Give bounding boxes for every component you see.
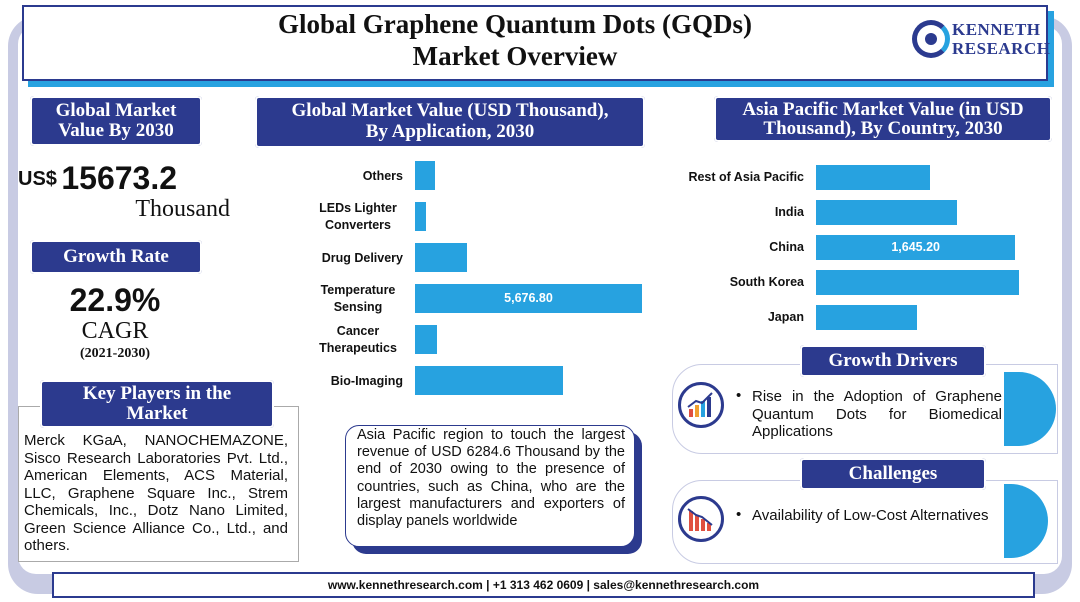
- market-value-heading-2: Value By 2030: [58, 120, 174, 141]
- growth-chart-icon: [678, 382, 724, 428]
- bar: [415, 366, 563, 395]
- logo-line-2: RESEARCH: [952, 39, 1051, 58]
- challenges-card: [672, 480, 1058, 564]
- category-label: Temperature Sensing: [320, 282, 396, 314]
- category-label: Japan: [767, 309, 804, 324]
- bar: [415, 161, 435, 190]
- kenneth-logo-icon: [912, 20, 950, 58]
- bar: [415, 243, 468, 272]
- country-chart-heading-2: Thousand), By Country, 2030: [763, 118, 1003, 139]
- bar: [816, 235, 1016, 260]
- bar: [415, 202, 427, 231]
- currency-label: US$: [18, 168, 57, 190]
- bar-data-label: 1,645.20: [891, 239, 941, 254]
- category-label: Drug Delivery: [321, 250, 403, 265]
- key-players-banner: Key Players in the Market: [40, 380, 274, 428]
- application-chart-banner: Global Market Value (USD Thousand), By A…: [255, 96, 645, 148]
- category-label: India: [774, 204, 804, 219]
- bar: [415, 325, 437, 354]
- category-label: China: [769, 239, 804, 254]
- title-line-2: Market Overview: [412, 41, 618, 71]
- key-players-card: [18, 406, 299, 562]
- key-players-text: Merck KGaA, NANOCHEMAZONE, Sisco Researc…: [24, 432, 288, 554]
- bar: [816, 165, 930, 190]
- key-players-heading-1: Key Players in the: [82, 383, 232, 404]
- growth-drivers-banner: Growth Drivers: [800, 345, 986, 377]
- category-label: Cancer Therapeutics: [319, 323, 397, 355]
- market-value-heading-1: Global Market: [55, 100, 177, 121]
- page-title: Global Graphene Quantum Dots (GQDs) Mark…: [130, 8, 900, 72]
- growth-chart-icon-svg: [687, 392, 713, 417]
- growth-rate-value: 22.9%: [69, 282, 161, 318]
- market-value: US$ 15673.2: [18, 160, 238, 197]
- challenges-bullet: •: [736, 506, 742, 523]
- application-chart-heading-2: By Application, 2030: [365, 121, 535, 142]
- note-text: Asia Pacific region to touch the largest…: [357, 427, 625, 530]
- category-label: Bio-Imaging: [330, 373, 403, 388]
- growth-drivers-text: Rise in the Adoption of Graphene Quantum…: [752, 388, 1002, 440]
- bar: [816, 200, 957, 225]
- title-line-1: Global Graphene Quantum Dots (GQDs): [277, 9, 753, 39]
- logo-line-1: KENNETH: [952, 20, 1041, 39]
- bar: [415, 284, 642, 313]
- logo-dot-icon: [925, 33, 937, 45]
- growth-rate-banner: Growth Rate: [30, 240, 202, 274]
- category-label: LEDs Lighter Converters: [319, 200, 397, 232]
- category-label: South Korea: [729, 274, 804, 289]
- challenges-banner: Challenges: [800, 458, 986, 490]
- decline-chart-icon: [678, 496, 724, 542]
- key-players-heading-2: Market: [126, 403, 188, 424]
- bar: [816, 305, 917, 330]
- market-value-unit: Thousand: [135, 196, 230, 222]
- category-label: Rest of Asia Pacific: [688, 169, 804, 184]
- country-chart-banner: Asia Pacific Market Value (in USD Thousa…: [714, 96, 1052, 142]
- application-chart-heading-1: Global Market Value (USD Thousand),: [291, 100, 609, 121]
- growth-drivers-bullet: •: [736, 387, 742, 404]
- growth-rate-label: CAGR: [81, 318, 149, 344]
- growth-rate-period: (2021-2030): [80, 346, 150, 361]
- country-chart-heading-1: Asia Pacific Market Value (in USD: [742, 99, 1024, 120]
- country-bar-chart: Rest of Asia Pacific India China 1,645.20 So…: [670, 158, 1050, 338]
- footer-contact: www.kennethresearch.com | +1 313 462 060…: [52, 572, 1035, 598]
- note-box: [345, 425, 635, 547]
- category-label: Others: [362, 168, 403, 183]
- bar: [816, 270, 1019, 295]
- challenges-text: Availability of Low-Cost Alternatives: [752, 507, 989, 524]
- decline-chart-icon-svg: [687, 508, 713, 531]
- logo-text: KENNETH RESEARCH: [952, 20, 1051, 58]
- market-value-banner: Global Market Value By 2030: [30, 96, 202, 146]
- application-bar-chart: Others LEDs Lighter Converters Drug Delive…: [230, 150, 670, 400]
- title-box: [22, 5, 1048, 81]
- market-value-number: 15673.2: [61, 160, 178, 196]
- bar-data-label: 5,676.80: [504, 290, 553, 305]
